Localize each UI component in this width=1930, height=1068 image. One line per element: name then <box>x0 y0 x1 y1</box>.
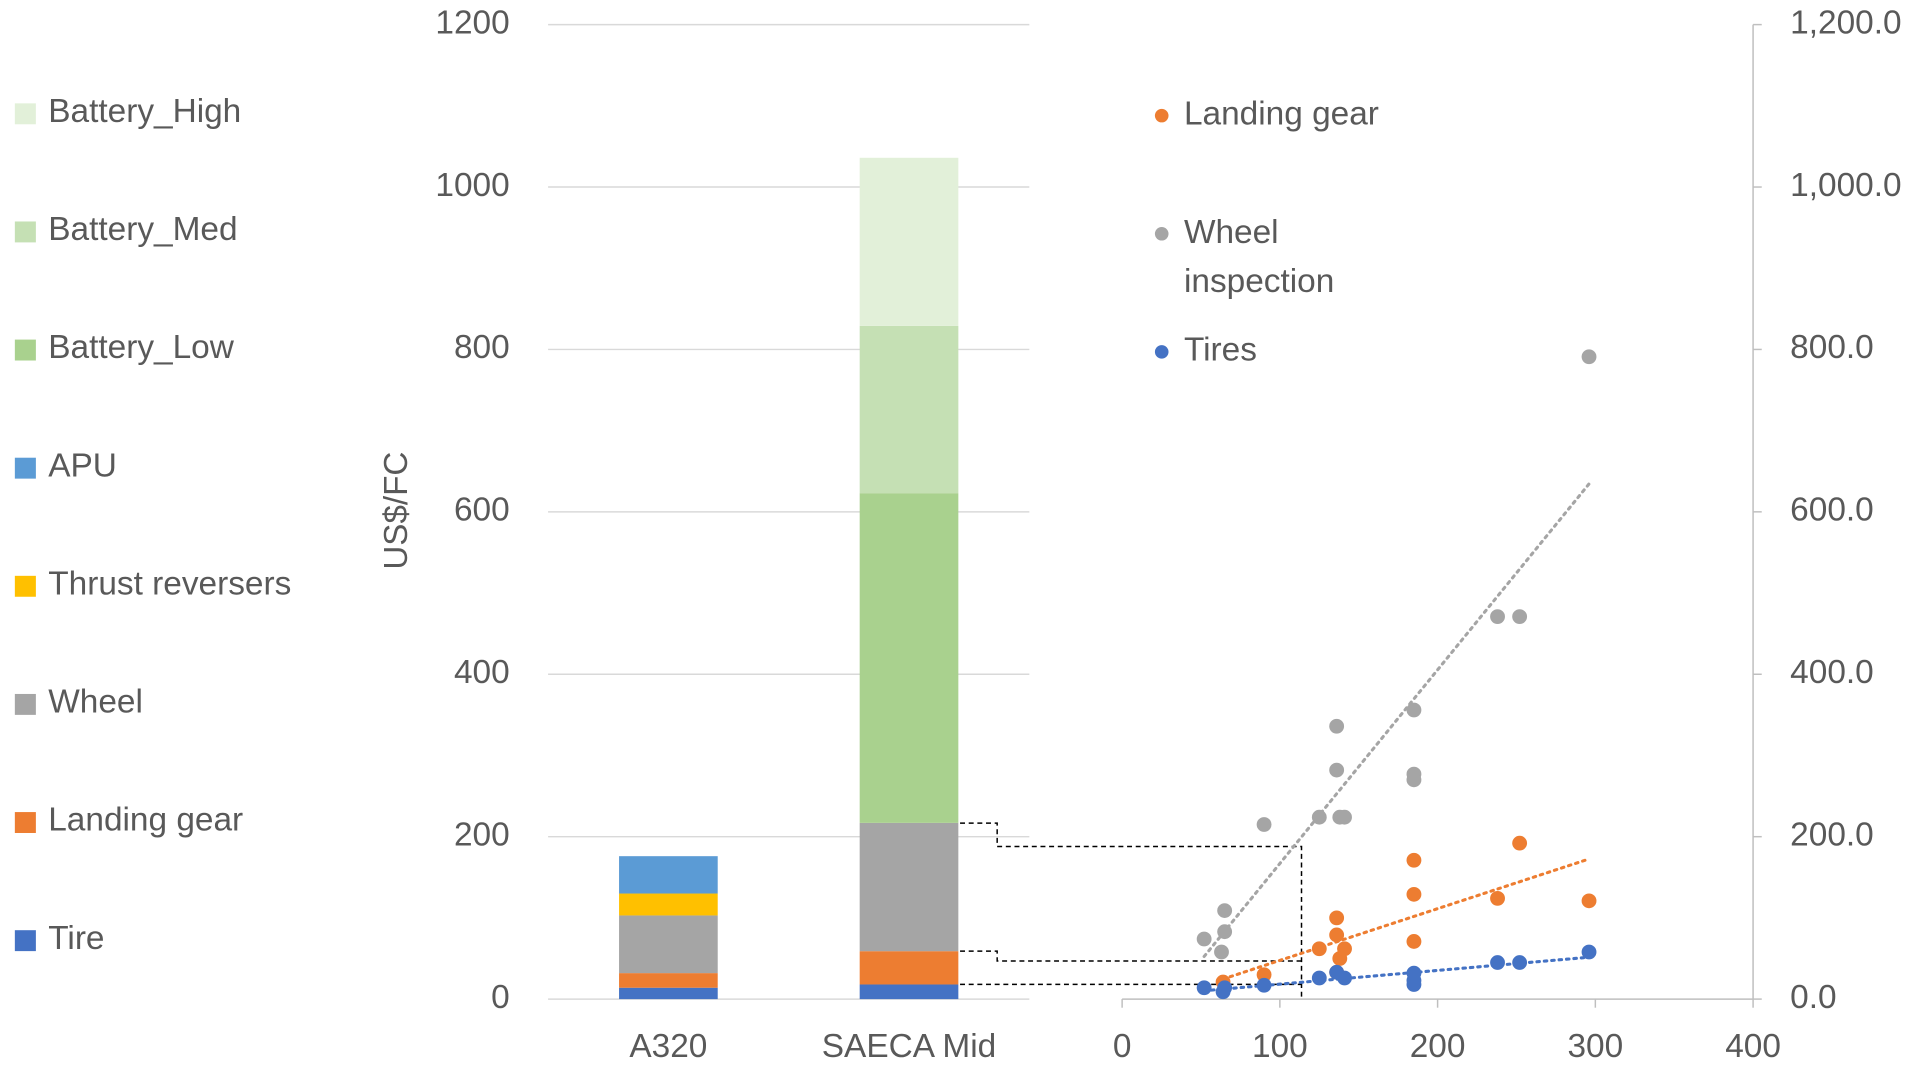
scatter-point <box>1581 893 1597 909</box>
bar-segment <box>859 157 959 326</box>
scatter-point <box>1337 941 1352 957</box>
bar-segment <box>619 973 718 988</box>
legend-label: APU <box>48 447 117 484</box>
y2-tick-label: 1,200.0 <box>1790 4 1901 41</box>
legend-label: Battery_Low <box>48 329 235 366</box>
bar-segment <box>859 493 959 823</box>
x-tick-label: 0 <box>1113 1028 1132 1065</box>
x-tick-label: 200 <box>1410 1028 1466 1065</box>
legend-label: Tire <box>48 920 104 957</box>
scatter-point <box>1490 609 1505 624</box>
bar-segment <box>859 822 959 952</box>
scatter-point <box>1256 817 1272 832</box>
y-tick-label: 200 <box>454 817 510 854</box>
legend-label: Tires <box>1184 332 1257 369</box>
scatter-point <box>1329 718 1345 734</box>
scatter-point <box>1512 835 1528 851</box>
bar-segment <box>619 987 718 1000</box>
bar-segment <box>619 893 718 916</box>
legend-label: Battery_Med <box>48 211 237 248</box>
trend-line <box>1221 857 1591 981</box>
legend-label: Battery_High <box>48 93 241 130</box>
legend-swatch <box>14 693 36 715</box>
scatter-point <box>1581 349 1597 365</box>
legend-marker <box>1154 345 1169 359</box>
y-tick-label: 1200 <box>435 4 509 41</box>
scatter-point <box>1406 852 1422 868</box>
x-tick-label: 400 <box>1725 1028 1781 1065</box>
scatter-point <box>1196 980 1212 996</box>
bar-segment <box>619 915 718 974</box>
y2-tick-label: 1,000.0 <box>1790 167 1901 204</box>
y-axis-title: US$/FC <box>378 452 415 570</box>
scatter-point <box>1490 955 1505 970</box>
scatter-point <box>1406 977 1422 992</box>
y2-tick-label: 800.0 <box>1790 329 1874 366</box>
legend-swatch <box>14 457 36 479</box>
legend-swatch <box>14 339 36 361</box>
y-tick-label: 400 <box>454 654 510 691</box>
legend-swatch <box>14 575 36 597</box>
y2-tick-label: 600.0 <box>1790 492 1874 529</box>
scatter-point <box>1214 944 1229 960</box>
connector-landing-gear <box>960 950 1302 962</box>
scatter-point <box>1329 927 1345 943</box>
scatter-point <box>1217 924 1233 940</box>
y-tick-label: 0 <box>491 979 510 1016</box>
scatter-point <box>1337 970 1352 986</box>
legend-label: Thrust reversers <box>48 566 291 603</box>
x-tick-label: SAECA Mid <box>822 1028 996 1065</box>
legend-swatch <box>14 103 36 125</box>
scatter-point <box>1311 941 1327 957</box>
scatter-point <box>1256 977 1272 993</box>
scatter-point <box>1490 891 1505 906</box>
legend-marker <box>1154 108 1169 123</box>
scatter-point <box>1217 980 1233 996</box>
scatter-point <box>1217 903 1233 918</box>
scatter-point <box>1329 762 1345 778</box>
trend-line <box>1202 482 1591 959</box>
scatter-point <box>1406 934 1422 949</box>
x-tick-label: 300 <box>1567 1028 1623 1065</box>
connector-lines <box>960 822 1303 1000</box>
bar-segment <box>859 325 959 494</box>
scatter-point <box>1512 955 1528 970</box>
legend-swatch <box>14 812 36 833</box>
legend-label: Wheel <box>48 684 143 721</box>
scatter-point <box>1256 967 1272 983</box>
scatter-point <box>1581 944 1597 960</box>
connector-wheel <box>960 822 1303 1000</box>
legend-swatch <box>14 221 36 243</box>
y2-tick-label: 400.0 <box>1790 654 1874 691</box>
y-tick-label: 800 <box>454 329 510 366</box>
scatter-point <box>1311 970 1327 986</box>
bar-segment <box>859 984 959 1000</box>
x-tick-label: 100 <box>1252 1028 1308 1065</box>
legend-label: Wheel inspection <box>1184 214 1334 300</box>
legend-marker <box>1154 227 1169 241</box>
scatter-point <box>1406 772 1422 788</box>
y-tick-label: 600 <box>454 492 510 529</box>
scatter-point <box>1337 809 1352 825</box>
scatter-point <box>1406 886 1422 902</box>
y2-tick-label: 0.0 <box>1790 979 1836 1016</box>
x-tick-label: A320 <box>629 1028 707 1065</box>
scatter-point <box>1311 809 1327 825</box>
scatter-point <box>1406 965 1422 981</box>
y-tick-label: 1000 <box>435 167 509 204</box>
scatter-point <box>1406 702 1422 718</box>
scatter-point <box>1329 910 1345 926</box>
bar-segment <box>859 951 959 985</box>
bar-segment <box>619 856 718 894</box>
scatter-point <box>1196 931 1212 947</box>
legend-label: Landing gear <box>1184 96 1379 133</box>
y2-tick-label: 200.0 <box>1790 817 1874 854</box>
legend-label: Landing gear <box>48 802 243 839</box>
legend-swatch <box>14 930 36 952</box>
scatter-point <box>1512 609 1528 624</box>
